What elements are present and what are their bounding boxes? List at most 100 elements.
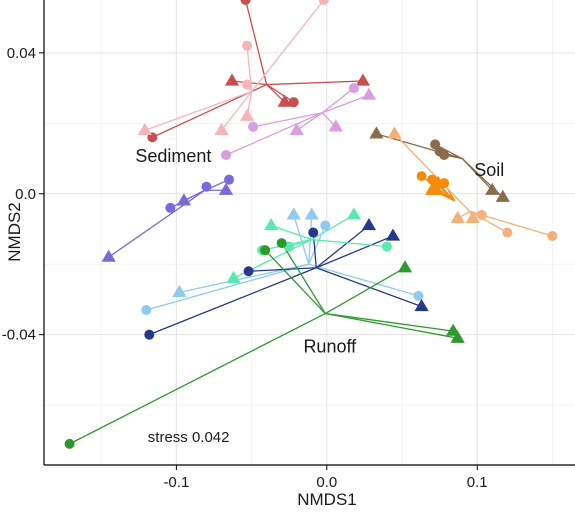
- spoke-line: [322, 94, 370, 114]
- triangle-point: [328, 119, 343, 132]
- triangle-point: [385, 228, 401, 241]
- circle-point: [547, 231, 558, 242]
- spoke-line: [149, 267, 317, 336]
- spoke-line: [321, 87, 355, 114]
- triangle-point: [286, 207, 301, 220]
- spoke-line: [308, 263, 419, 297]
- circle-point: [288, 97, 299, 108]
- spoke-line: [325, 312, 458, 339]
- spoke-line: [270, 224, 312, 241]
- circle-point: [141, 305, 152, 315]
- circle-point: [144, 329, 155, 340]
- spoke-line: [315, 224, 370, 269]
- spoke-line: [293, 214, 310, 265]
- circle-point: [476, 209, 487, 220]
- triangle-point: [176, 193, 192, 206]
- circle-point: [242, 79, 253, 90]
- triangle-point: [214, 122, 229, 135]
- spoke-line: [394, 133, 471, 212]
- circle-point: [413, 290, 424, 301]
- triangle-point: [414, 298, 429, 312]
- triangle-point: [485, 182, 500, 195]
- circle-point: [242, 40, 253, 51]
- annotation-runoff: Runoff: [303, 336, 357, 356]
- triangle-point: [450, 210, 465, 224]
- circle-point: [221, 150, 232, 160]
- spoke-line: [108, 189, 206, 258]
- axis-ticks: -0.1 0.0 0.1 -0.04 0.0 0.04: [2, 45, 488, 491]
- group-spokes: [69, 0, 553, 445]
- triangle-point: [172, 284, 187, 298]
- x-tick-label: -0.1: [163, 474, 189, 491]
- circle-point: [308, 227, 319, 238]
- spoke-line: [311, 214, 355, 241]
- triangle-point: [450, 330, 465, 343]
- circle-point: [434, 146, 445, 157]
- triangle-point: [361, 87, 377, 100]
- circle-point: [165, 202, 176, 213]
- circle-point: [276, 238, 287, 249]
- triangle-point: [397, 260, 413, 273]
- triangle-point: [224, 73, 240, 86]
- circle-point: [248, 121, 259, 132]
- y-tick-label: 0.0: [15, 186, 36, 203]
- spoke-line: [266, 84, 286, 103]
- spoke-line: [146, 263, 309, 311]
- spoke-line: [251, 0, 325, 92]
- circle-point: [502, 227, 513, 238]
- circle-point: [284, 241, 295, 252]
- triangle-point: [218, 182, 234, 195]
- annotation-stress: stress 0.042: [148, 429, 230, 446]
- triangle-point: [101, 249, 116, 262]
- x-tick-label: 0.1: [467, 474, 488, 491]
- spoke-line: [324, 267, 406, 315]
- circle-point: [201, 181, 212, 192]
- y-tick-label: 0.04: [7, 45, 36, 62]
- spoke-line: [316, 235, 394, 269]
- spoke-line: [225, 112, 323, 156]
- triangle-point: [355, 73, 371, 86]
- annotation-soil: Soil: [474, 160, 504, 180]
- spoke-line: [469, 210, 508, 234]
- spoke-line: [316, 267, 422, 308]
- triangle-point: [137, 122, 152, 135]
- circle-point: [224, 174, 235, 185]
- y-axis-title: NMDS2: [5, 202, 24, 262]
- spoke-line: [266, 80, 363, 86]
- spoke-line: [183, 189, 206, 202]
- spoke-line: [264, 249, 326, 314]
- spoke-line: [325, 312, 454, 332]
- spoke-line: [281, 242, 326, 314]
- triangle-point: [424, 182, 440, 195]
- triangle-point: [289, 122, 304, 135]
- triangle-point: [304, 207, 319, 220]
- x-tick-label: 0.0: [316, 474, 337, 491]
- triangle-point: [387, 126, 402, 139]
- spoke-line: [308, 225, 326, 265]
- spoke-line: [296, 112, 323, 131]
- triangle-point: [430, 175, 446, 188]
- spoke-line: [252, 112, 323, 128]
- circle-point: [320, 220, 331, 231]
- triangle-point: [346, 207, 362, 220]
- triangle-point: [226, 270, 241, 283]
- circle-point: [416, 171, 427, 182]
- spoke-line: [69, 312, 326, 445]
- spoke-line: [311, 238, 388, 248]
- annotations: Sediment Soil Runoff stress 0.042: [135, 146, 504, 446]
- data-points: [64, 0, 558, 449]
- circle-point: [243, 266, 254, 277]
- circle-point: [348, 83, 359, 94]
- circle-point: [381, 241, 392, 252]
- triangle-point: [264, 217, 279, 231]
- circle-point: [240, 0, 251, 5]
- x-axis-title: NMDS1: [297, 490, 357, 509]
- spoke-line: [244, 0, 268, 85]
- circle-point: [64, 438, 75, 449]
- y-tick-label: -0.04: [2, 327, 36, 344]
- triangle-point: [465, 210, 480, 224]
- triangle-point: [369, 126, 384, 139]
- triangle-point: [495, 189, 510, 202]
- triangle-point: [277, 94, 292, 107]
